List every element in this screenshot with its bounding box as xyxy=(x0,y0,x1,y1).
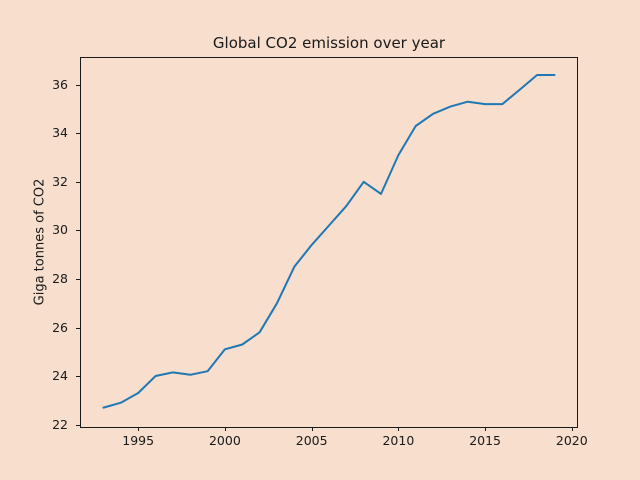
y-tick-mark xyxy=(76,230,80,232)
plot-area xyxy=(80,57,578,428)
y-tick-mark xyxy=(76,133,80,135)
y-tick-label: 28 xyxy=(52,270,68,286)
y-tick-mark xyxy=(76,376,80,377)
x-tick-mark xyxy=(138,427,140,431)
y-tick-mark xyxy=(76,278,80,280)
x-tick-label: 2020 xyxy=(555,433,588,448)
y-tick-label: 22 xyxy=(52,416,68,432)
x-tick-label: 2015 xyxy=(469,433,501,448)
co2-line-series xyxy=(102,74,556,409)
x-tick-label: 2000 xyxy=(208,433,241,448)
line-chart xyxy=(102,74,556,409)
x-tick-mark xyxy=(224,427,226,431)
x-tick-label: 2010 xyxy=(382,433,415,448)
x-tick-mark xyxy=(571,427,573,431)
x-tick-label: 2005 xyxy=(295,433,328,448)
y-tick-label: 32 xyxy=(52,173,68,189)
x-tick-label: 1995 xyxy=(122,433,155,448)
x-tick-mark xyxy=(311,427,313,431)
y-axis-label: Giga tonnes of CO2 xyxy=(32,178,48,306)
y-tick-mark xyxy=(76,84,80,86)
plot-title: Global CO2 emission over year xyxy=(212,34,446,52)
y-tick-mark xyxy=(76,181,80,183)
y-tick-label: 24 xyxy=(52,368,68,383)
y-tick-label: 26 xyxy=(52,319,68,335)
y-tick-label: 36 xyxy=(52,76,68,92)
x-tick-mark xyxy=(485,427,487,431)
y-tick-label: 34 xyxy=(52,125,68,141)
y-tick-label: 30 xyxy=(52,222,68,238)
x-tick-mark xyxy=(398,427,400,431)
y-tick-mark xyxy=(76,424,80,426)
y-tick-mark xyxy=(76,327,80,329)
